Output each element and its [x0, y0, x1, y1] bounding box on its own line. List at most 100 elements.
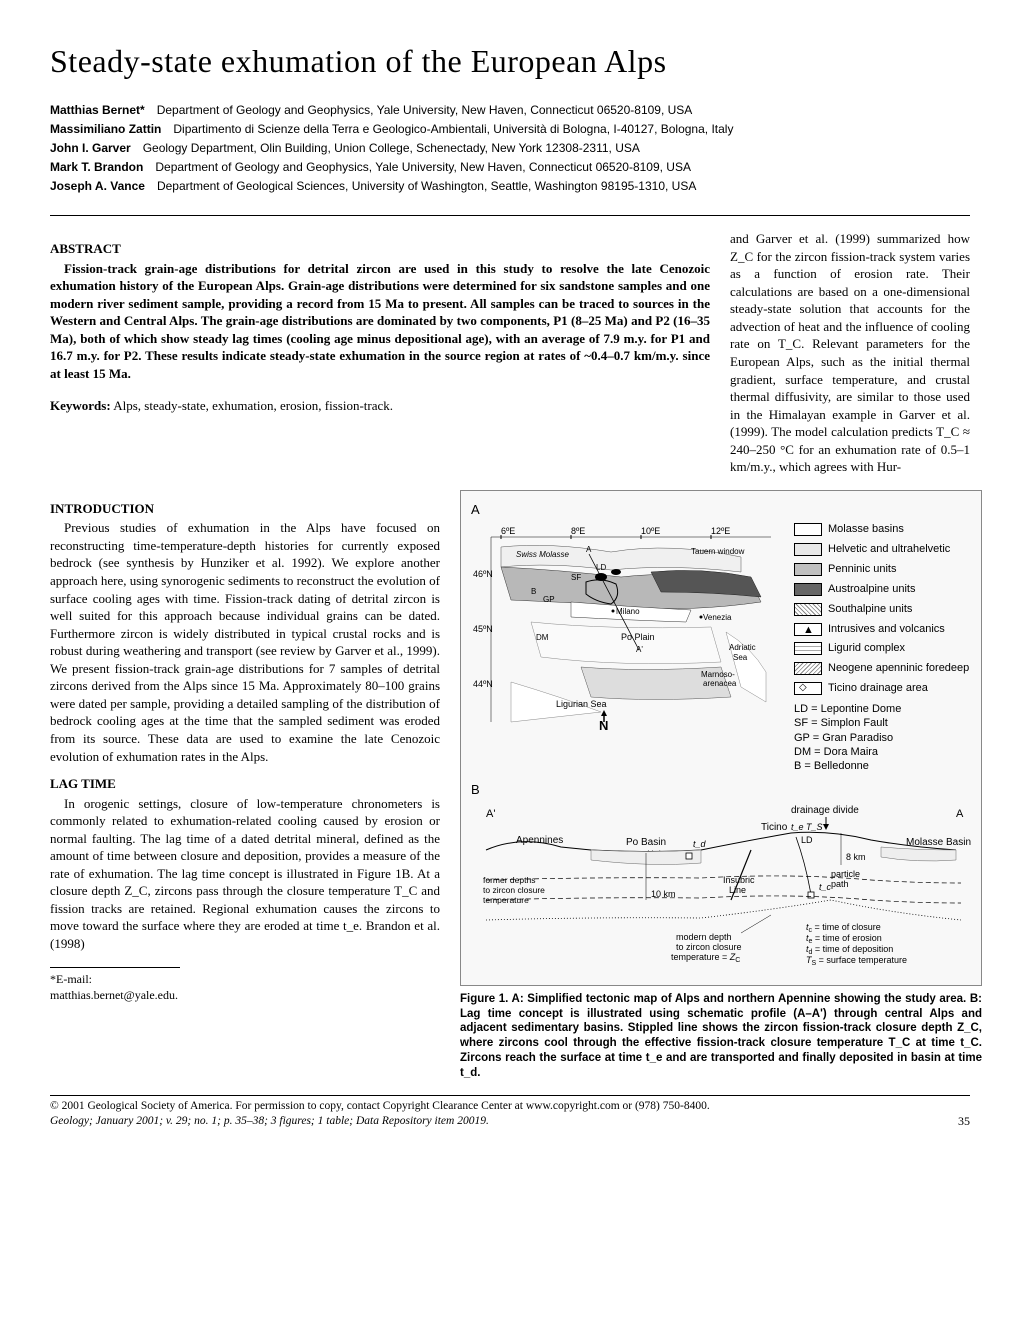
svg-text:Molasse Basin: Molasse Basin [906, 837, 971, 848]
figure-a-label: A [471, 501, 971, 519]
copyright-line: © 2001 Geological Society of America. Fo… [50, 1099, 970, 1114]
svg-text:Apennines: Apennines [516, 835, 563, 846]
figure-1: A 6ºE 8ºE 10ºE 12ºE 46 [460, 490, 982, 986]
svg-text:Milano: Milano [616, 607, 640, 616]
legend-item: Penninic units [794, 562, 971, 577]
svg-text:Po Basin: Po Basin [626, 837, 666, 848]
svg-text:temperature: temperature [483, 895, 529, 905]
tectonic-map: 6ºE 8ºE 10ºE 12ºE 46ºN 45ºN 44ºN [471, 522, 786, 773]
author-affiliation: Department of Geological Sciences, Unive… [157, 179, 696, 193]
author-line: Matthias Bernet* Department of Geology an… [50, 101, 970, 119]
author-line: Joseph A. Vance Department of Geological … [50, 177, 970, 195]
lag-heading: LAG TIME [50, 775, 440, 793]
legend-item: Molasse basins [794, 522, 971, 537]
author-name: John I. Garver [50, 141, 131, 155]
svg-text:Adriatic: Adriatic [729, 643, 756, 652]
svg-text:DM: DM [536, 633, 549, 642]
svg-text:Po Plain: Po Plain [621, 632, 655, 642]
legend-item: Neogene apenninic foredeep [794, 661, 971, 676]
svg-text:44ºN: 44ºN [473, 679, 493, 689]
legend-label: Southalpine units [828, 602, 912, 617]
author-line: John I. Garver Geology Department, Olin B… [50, 139, 970, 157]
svg-text:GP: GP [543, 595, 555, 604]
svg-text:10ºE: 10ºE [641, 526, 660, 536]
legend-item: Ligurid complex [794, 641, 971, 656]
abbrev: GP = Gran Paradiso [794, 731, 971, 745]
abstract-text: Fission-track grain-age distributions fo… [50, 260, 710, 383]
legend-item: ◇Ticino drainage area [794, 681, 971, 696]
author-line: Massimiliano ZattinDipartimento di Scien… [50, 120, 970, 138]
map-legend: Molasse basins Helvetic and ultrahelveti… [794, 522, 971, 773]
right-column-continuation: and Garver et al. (1999) summarized how … [730, 230, 970, 476]
legend-label: Austroalpine units [828, 582, 915, 597]
keywords-line: Keywords: Alps, steady-state, exhumation… [50, 397, 710, 415]
author-block: Matthias Bernet* Department of Geology an… [50, 101, 970, 195]
legend-label: Helvetic and ultrahelvetic [828, 542, 950, 557]
svg-text:drainage divide: drainage divide [791, 805, 859, 816]
keywords-label: Keywords: [50, 398, 111, 413]
svg-text:t_e T_S: t_e T_S [791, 822, 823, 832]
abbrev: LD = Lepontine Dome [794, 702, 971, 716]
svg-text:A': A' [486, 808, 495, 820]
legend-item: ▲Intrusives and volcanics [794, 622, 971, 637]
svg-text:Line: Line [729, 885, 746, 895]
legend-label: Intrusives and volcanics [828, 622, 945, 637]
svg-text:former depths: former depths [483, 875, 535, 885]
author-affiliation: Dipartimento di Scienze della Terra e Ge… [173, 122, 733, 136]
page-footer: © 2001 Geological Society of America. Fo… [50, 1099, 970, 1129]
footer-divider [50, 1095, 970, 1096]
lag-text: In orogenic settings, closure of low-tem… [50, 795, 440, 953]
svg-text:temperature = ZC: temperature = ZC [671, 952, 740, 964]
legend-label: Molasse basins [828, 522, 904, 537]
page-number: 35 [958, 1114, 970, 1130]
svg-text:B: B [531, 587, 536, 596]
svg-text:Marnoso-: Marnoso- [701, 670, 735, 679]
svg-text:Swiss Molasse: Swiss Molasse [516, 550, 569, 559]
svg-text:Ticino: Ticino [761, 822, 788, 833]
legend-label: Penninic units [828, 562, 897, 577]
legend-label: Neogene apenninic foredeep [828, 661, 969, 676]
svg-text:Ligurian Sea: Ligurian Sea [556, 699, 607, 709]
legend-item: Southalpine units [794, 602, 971, 617]
svg-text:10 km: 10 km [651, 889, 676, 899]
lag-paragraph: In orogenic settings, closure of low-tem… [50, 795, 440, 953]
footnote-email: *E-mail: matthias.bernet@yale.edu. [50, 967, 180, 1003]
svg-text:8 km: 8 km [846, 852, 866, 862]
abstract-heading: ABSTRACT [50, 240, 710, 258]
svg-text:46ºN: 46ºN [473, 569, 493, 579]
figure-b-label: B [471, 781, 971, 799]
svg-text:TS = surface temperature: TS = surface temperature [806, 955, 907, 967]
cross-section-profile: A' A drainage divide Ticino t_e T_S Apen… [471, 805, 971, 975]
author-name: Joseph A. Vance [50, 179, 145, 193]
svg-text:LD: LD [801, 835, 813, 845]
svg-text:A: A [586, 545, 592, 554]
lon-tick: 6ºE [501, 526, 515, 536]
svg-text:Venezia: Venezia [703, 613, 732, 622]
svg-text:45ºN: 45ºN [473, 624, 493, 634]
author-affiliation: Department of Geology and Geophysics, Ya… [155, 160, 691, 174]
citation-line: Geology; January 2001; v. 29; no. 1; p. … [50, 1115, 489, 1127]
keywords-text: Alps, steady-state, exhumation, erosion,… [113, 398, 393, 413]
figure-caption: Figure 1. A: Simplified tectonic map of … [460, 992, 982, 1082]
author-affiliation: Geology Department, Olin Building, Union… [143, 141, 640, 155]
svg-text:Tauern window: Tauern window [691, 547, 745, 556]
abbreviation-list: LD = Lepontine Dome SF = Simplon Fault G… [794, 702, 971, 773]
svg-text:A: A [956, 808, 964, 820]
legend-label: Ligurid complex [828, 641, 905, 656]
divider [50, 215, 970, 216]
abbrev: SF = Simplon Fault [794, 716, 971, 730]
svg-text:path: path [831, 879, 849, 889]
author-name: Matthias Bernet* [50, 103, 145, 117]
legend-label: Ticino drainage area [828, 681, 928, 696]
svg-text:SF: SF [571, 573, 581, 582]
abbrev: B = Belledonne [794, 759, 971, 773]
author-affiliation: Department of Geology and Geophysics, Ya… [157, 103, 693, 117]
intro-heading: INTRODUCTION [50, 500, 440, 518]
author-name: Mark T. Brandon [50, 160, 143, 174]
legend-item: Helvetic and ultrahelvetic [794, 542, 971, 557]
abbrev: DM = Dora Maira [794, 745, 971, 759]
svg-text:modern depth: modern depth [676, 932, 732, 942]
svg-text:t_d: t_d [693, 839, 707, 849]
svg-text:12ºE: 12ºE [711, 526, 730, 536]
intro-paragraph: Previous studies of exhumation in the Al… [50, 519, 440, 765]
